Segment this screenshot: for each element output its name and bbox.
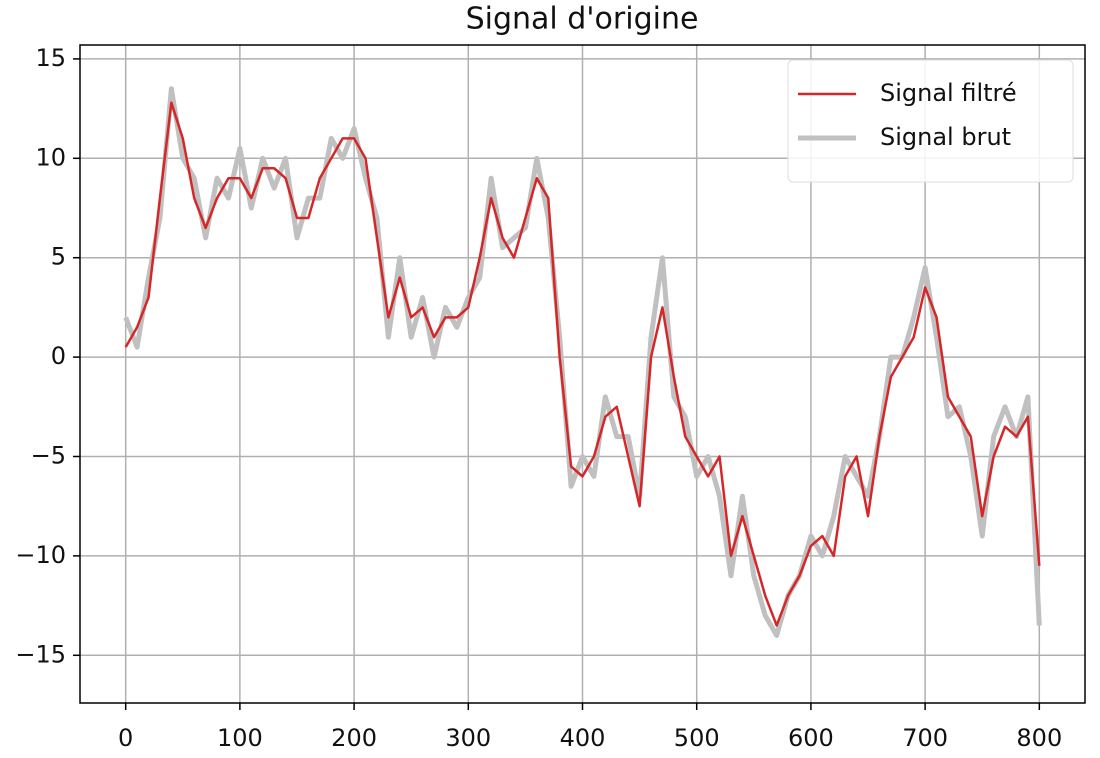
x-tick-label: 600 (788, 724, 834, 752)
y-tick-label: 15 (35, 44, 66, 72)
y-tick-label: −15 (15, 640, 66, 668)
y-tick-label: 5 (51, 243, 66, 271)
x-tick-label: 400 (560, 724, 606, 752)
data-line (124, 101, 1041, 627)
x-tick-label: 500 (674, 724, 720, 752)
x-tick-label: 700 (902, 724, 948, 752)
legend-label: Signal filtré (880, 79, 1017, 107)
y-tick-label: 10 (35, 143, 66, 171)
y-tick-label: −10 (15, 541, 66, 569)
plot-frame (79, 44, 1086, 704)
data-line (123, 86, 1042, 638)
x-tick-label: 800 (1016, 724, 1062, 752)
y-tick-label: 0 (51, 342, 66, 370)
legend-box (787, 59, 1074, 183)
y-tick-label: −5 (31, 441, 66, 469)
x-tick-label: 300 (445, 724, 491, 752)
chart-title: Signal d'origine (466, 2, 699, 37)
x-tick-label: 100 (217, 724, 263, 752)
legend-label: Signal brut (880, 123, 1011, 151)
x-tick-label: 200 (331, 724, 377, 752)
x-tick-label: 0 (118, 724, 133, 752)
